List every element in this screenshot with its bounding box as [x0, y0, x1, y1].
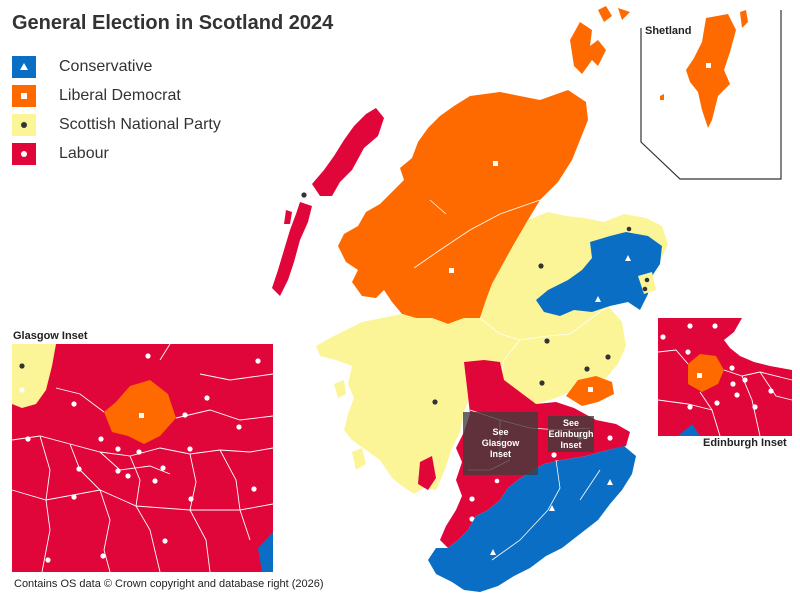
copyright-credit: Contains OS data © Crown copyright and d… [14, 578, 324, 590]
aberdeen-s-marker [642, 286, 648, 292]
western-isles-region [272, 108, 384, 296]
shetland-marker [706, 63, 711, 68]
ayrshire-marker [469, 496, 475, 502]
edinburgh-libdem-marker [697, 373, 702, 378]
legend-item-libdem: Liberal Democrat [12, 81, 221, 110]
highland-libdem-region [338, 90, 588, 324]
glasgow-libdem-region [104, 380, 176, 444]
arran-marker [494, 478, 500, 484]
legend-label-libdem: Liberal Democrat [59, 86, 181, 104]
snp-swatch [12, 113, 36, 136]
stirling-marker [539, 380, 545, 386]
perth-marker [544, 338, 550, 344]
glasgow-labour-markers [19, 353, 261, 563]
glasgow-con-corner [258, 532, 273, 572]
labour-swatch [12, 142, 36, 165]
edinburgh-sea [724, 318, 792, 370]
aberdeen-n-marker [644, 277, 650, 283]
dot-icon [21, 121, 27, 128]
glasgow-highlight [463, 412, 538, 475]
legend-item-snp: Scottish National Party [12, 110, 221, 139]
edinburgh-libdem-region [688, 354, 724, 392]
glasgow-inset-label: Glasgow Inset [13, 330, 88, 342]
aberdeenshire-marker [538, 263, 544, 269]
east-lothian-marker [607, 435, 613, 441]
edinburgh-inset-label: Edinburgh Inset [703, 437, 787, 449]
highland-north-marker [493, 161, 498, 166]
banff-marker [626, 226, 632, 232]
aberdeen-snp-region [638, 272, 656, 294]
glasgow-inset [11, 343, 274, 573]
western-isles-marker [301, 192, 307, 198]
snp-islands [334, 380, 384, 470]
shetland-label: Shetland [645, 25, 692, 37]
linlithgow-marker [551, 452, 557, 458]
legend-label-snp: Scottish National Party [59, 115, 221, 133]
legend: Conservative Liberal Democrat Scottish N… [12, 52, 221, 168]
moray-marker-tri [595, 296, 601, 302]
south-conservative-region [428, 446, 636, 592]
shetland-region [660, 10, 748, 128]
edinburgh-inset [657, 318, 793, 437]
dumfries-s-marker [490, 549, 496, 555]
triangle-icon [20, 63, 28, 70]
legend-item-labour: Labour [12, 139, 221, 168]
aberdeenshire-conservative-region [536, 232, 662, 316]
dumfries-n-marker [549, 505, 555, 511]
square-icon [21, 92, 27, 99]
kilmarnock-marker [469, 516, 475, 522]
edinburgh-highlight [548, 416, 594, 452]
see-glasgow-text: See Glasgow Inset [481, 427, 520, 459]
aberdeenshire-marker-tri [625, 255, 631, 261]
glasgow-libdem-marker [139, 413, 144, 418]
see-edinburgh-label: See Edinburgh Inset [548, 416, 594, 452]
see-edinburgh-text: See Edinburgh Inset [548, 417, 594, 450]
glasgow-snp-marker [19, 363, 25, 369]
libdem-swatch [12, 84, 36, 107]
conservative-swatch [12, 55, 36, 78]
argyll-marker [432, 399, 438, 405]
fife-marker [588, 387, 593, 392]
shetland-inset-frame [640, 10, 782, 180]
legend-label-conservative: Conservative [59, 57, 153, 75]
legend-label-labour: Labour [59, 144, 109, 162]
map-title: General Election in Scotland 2024 [12, 12, 334, 34]
white-dot-icon [21, 150, 27, 157]
dundee-marker [605, 354, 611, 360]
edinburgh-labour-markers [660, 323, 774, 410]
orkney-region [570, 6, 630, 74]
see-glasgow-label: See Glasgow Inset [463, 412, 538, 475]
borders-marker [607, 479, 613, 485]
edinburgh-con-corner [678, 424, 700, 436]
highland-south-marker [449, 268, 454, 273]
angus-marker [584, 366, 590, 372]
arran-island [418, 456, 436, 490]
legend-item-conservative: Conservative [12, 52, 221, 81]
